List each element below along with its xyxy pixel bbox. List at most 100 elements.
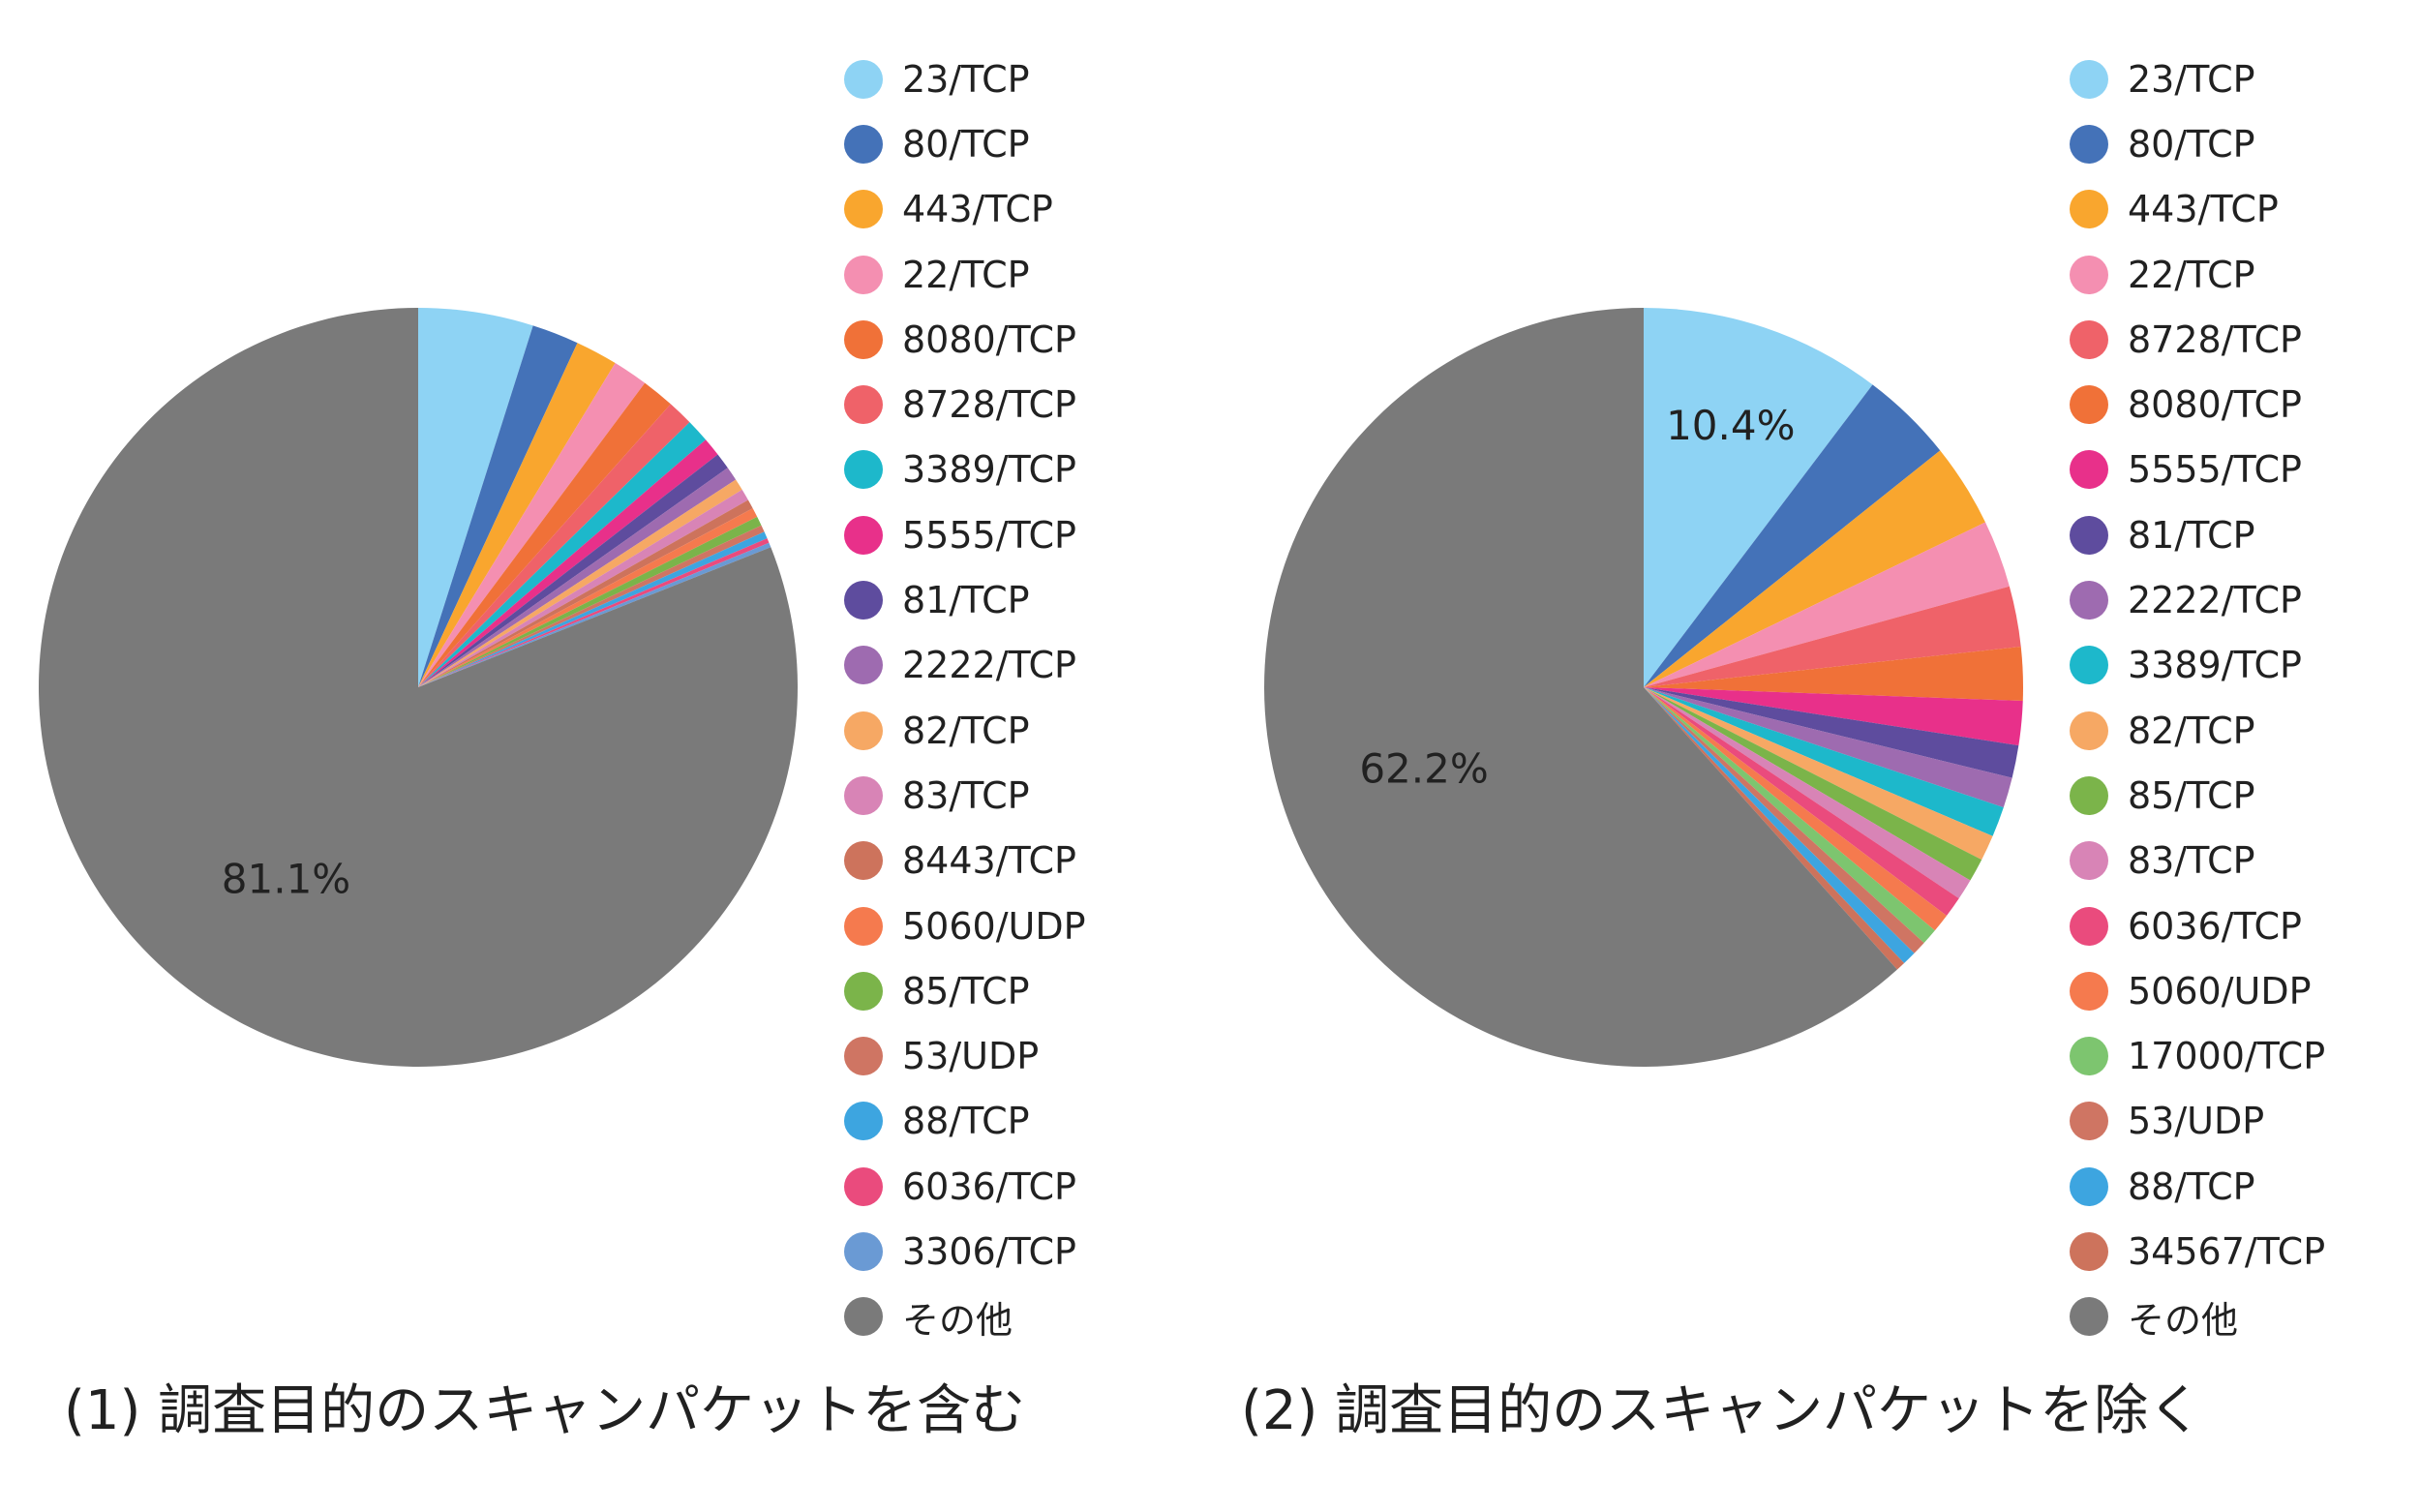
pie-slice-22-tcp (1644, 522, 2010, 687)
legend-label: 81/TCP (902, 579, 1030, 622)
pie-slice-22-tcp (418, 363, 646, 687)
legend-item-6036-tcp: 6036/TCP (2070, 893, 2325, 958)
legend-label: 88/TCP (902, 1100, 1030, 1143)
legend-swatch (844, 646, 883, 685)
pie-slice-80-tcp (1644, 384, 1941, 687)
pie-slice-53-udp (1644, 687, 1924, 953)
legend-label: 443/TCP (2128, 188, 2279, 231)
legend-swatch (2070, 515, 2108, 555)
legend-swatch (2070, 124, 2108, 164)
legend-item-8080-tcp: 8080/TCP (2070, 372, 2325, 437)
pie-slice-8728-tcp (418, 404, 690, 687)
pie-slice-83-tcp (1644, 687, 1971, 899)
pie-slice-8080-tcp (418, 382, 671, 687)
legend-item-443-tcp: 443/TCP (844, 177, 1086, 242)
legend-swatch (2070, 255, 2108, 294)
legend-label: 5555/TCP (2128, 448, 2302, 492)
pie-slice-3389-tcp (1644, 687, 2004, 836)
legend-label: 82/TCP (902, 709, 1030, 752)
legend-label: その他 (902, 1298, 1013, 1342)
legend-swatch (844, 1037, 883, 1076)
legend-item-22-tcp: 22/TCP (2070, 242, 2325, 307)
pie-slice-5060-udp (418, 508, 758, 687)
legend-label: 88/TCP (2128, 1164, 2255, 1208)
legend-swatch (844, 1102, 883, 1141)
legend-label: その他 (2128, 1298, 2239, 1342)
legend-label: 81/TCP (2128, 513, 2255, 557)
legend-item-53-udp: 53/UDP (2070, 1089, 2325, 1154)
legend-item-3306-tcp: 3306/TCP (844, 1219, 1086, 1284)
legend-label: 3389/TCP (2128, 644, 2302, 687)
percent-label-other: 81.1% (222, 856, 350, 903)
pie-slice-2222-tcp (418, 468, 737, 687)
pie-slice-17000-tcp (1644, 687, 1935, 944)
percent-label-other: 62.2% (1359, 744, 1488, 792)
legend-label: 22/TCP (2128, 253, 2255, 296)
legend-swatch (2070, 450, 2108, 490)
pie-slice-443-tcp (1644, 450, 1985, 687)
legend-label: 8080/TCP (902, 318, 1076, 361)
pie-chart-2: 10.4% 62.2% (1264, 308, 2023, 1067)
pie-slice-85-tcp (418, 516, 762, 687)
legend-item-17000-tcp: 17000/TCP (2070, 1023, 2325, 1088)
legend-item-88-tcp: 88/TCP (2070, 1154, 2325, 1219)
legend-swatch (844, 385, 883, 425)
legend-item-8728-tcp: 8728/TCP (2070, 307, 2325, 372)
pie-slice-other (1264, 308, 1897, 1067)
pie-slice-2222-tcp (1644, 687, 2012, 808)
pie-slice-88-tcp (418, 531, 768, 687)
legend-swatch (844, 515, 883, 555)
legend-item-88-tcp: 88/TCP (844, 1089, 1086, 1154)
legend-item-8080-tcp: 8080/TCP (844, 307, 1086, 372)
legend-label: 85/TCP (902, 969, 1030, 1013)
legend-label: 6036/TCP (2128, 904, 2302, 948)
pie-slice-34567-tcp (1644, 687, 1905, 970)
legend-item-53-udp: 53/UDP (844, 1023, 1086, 1088)
pie-slice-3389-tcp (418, 422, 707, 687)
legend-swatch (844, 841, 883, 881)
legend-item-23-tcp: 23/TCP (2070, 46, 2325, 111)
legend-item-8443-tcp: 8443/TCP (844, 829, 1086, 893)
legend-label: 8443/TCP (902, 839, 1076, 883)
pie-slice-6036-tcp (1644, 687, 1959, 917)
chart-panel-1: 81.1% 23/TCP 80/TCP 443/TCP 22/TCP 8080/TCP 8… (38, 46, 1086, 1442)
legend-label: 8080/TCP (2128, 383, 2302, 427)
legend-label: 8728/TCP (902, 383, 1076, 427)
legend-swatch (844, 190, 883, 229)
legend-swatch (844, 971, 883, 1011)
legend-swatch (2070, 1166, 2108, 1206)
legend-label: 82/TCP (2128, 709, 2255, 752)
legend-swatch (2070, 1037, 2108, 1076)
legend-item-34567-tcp: 34567/TCP (2070, 1219, 2325, 1284)
pie-slice-5060-udp (1644, 687, 1947, 931)
legend-label: 3389/TCP (902, 448, 1076, 492)
legend-swatch (2070, 581, 2108, 620)
legend-swatch (2070, 971, 2108, 1011)
legend-label: 5555/TCP (902, 513, 1076, 557)
legend-swatch (2070, 1231, 2108, 1271)
percent-label-23-tcp: 10.4% (1666, 402, 1795, 449)
pie-slice-8728-tcp (1644, 586, 2021, 687)
legend-label: 2222/TCP (902, 644, 1076, 687)
legend-item-3389-tcp: 3389/TCP (844, 438, 1086, 502)
legend-item-6036-tcp: 6036/TCP (844, 1154, 1086, 1219)
legend-swatch (844, 711, 883, 750)
chart-panel-2: 10.4% 62.2% 23/TCP 80/TCP 443/TCP 22/TCP 8728… (1210, 0, 2420, 1512)
legend-item-82-tcp: 82/TCP (844, 698, 1086, 763)
legend-item-85-tcp: 85/TCP (844, 958, 1086, 1023)
legend-item-23-tcp: 23/TCP (844, 46, 1086, 111)
legend-label: 34567/TCP (2128, 1229, 2326, 1273)
legend-item-82-tcp: 82/TCP (2070, 698, 2325, 763)
legend-swatch (844, 124, 883, 164)
pie-slice-8443-tcp (418, 499, 753, 687)
legend-swatch (2070, 775, 2108, 815)
legend-swatch (844, 450, 883, 490)
legend-swatch (844, 255, 883, 294)
pie-slice-23-tcp (418, 308, 533, 687)
legend-label: 2222/TCP (2128, 579, 2302, 622)
pie-slice-53-udp (418, 525, 765, 687)
pie-slice-81-tcp (418, 454, 728, 687)
legend-item-443-tcp: 443/TCP (2070, 177, 2325, 242)
legend-swatch (844, 906, 883, 946)
legend-item-2222-tcp: 2222/TCP (2070, 567, 2325, 632)
